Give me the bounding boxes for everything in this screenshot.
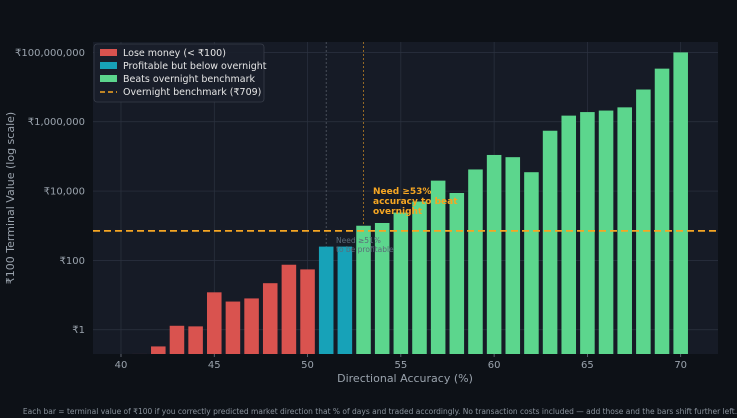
annotation-need-line1: Need ≥53% [373,187,431,197]
annotation-profitable-line2: to be profitable [336,245,394,254]
bar-57-beats [430,180,446,354]
bar-52-below [337,246,353,354]
annotation-profitable-line1: Need ≥51% [336,236,381,245]
y-tick-label: ₹1 [72,325,85,336]
bar-62-beats [524,172,539,354]
x-tick-label: 70 [674,360,687,371]
bar-49-loss [281,264,297,354]
bar-45-loss [206,292,222,354]
legend-label-below: Profitable but below overnight [123,61,267,72]
legend-swatch-loss [100,49,117,56]
legend: Lose money (< ₹100) Profitable but below… [93,43,267,103]
bar-50-loss [300,269,315,354]
bars [132,52,688,355]
y-tick-label: ₹10,000 [44,187,85,198]
bar-70-beats [673,52,688,355]
bar-53-beats [356,225,371,354]
legend-swatch-beats [100,75,117,82]
legend-swatch-below [100,62,117,69]
x-tick-label: 65 [581,360,594,371]
bar-47-loss [244,298,259,354]
bar-66-beats [598,110,614,354]
y-axis-label: ₹100 Terminal Value (log scale) [4,112,17,284]
legend-label-benchmark: Overnight benchmark (₹709) [123,87,261,98]
annotation-need-line2: accuracy to beat [373,197,458,207]
x-axis-label: Directional Accuracy (%) [337,372,473,385]
x-tick-label: 60 [488,360,501,371]
bar-69-beats [654,68,670,355]
x-ticks: 40 45 50 55 60 65 70 [115,354,687,371]
bar-65-beats [580,112,595,354]
bar-61-beats [505,157,521,354]
y-tick-label: ₹1,000,000 [28,117,85,128]
x-tick-label: 55 [394,360,407,371]
bar-54-beats [374,222,390,354]
bar-60-beats [486,154,502,354]
bar-46-loss [225,301,241,354]
x-tick-label: 40 [115,360,128,371]
bar-59-beats [468,169,483,354]
x-tick-label: 50 [301,360,314,371]
bar-44-loss [188,326,203,354]
legend-box [93,43,265,103]
y-ticks: ₹1 ₹100 ₹10,000 ₹1,000,000 ₹100,000,000 [15,48,85,336]
bar-64-beats [561,115,577,354]
footer-note: Each bar = terminal value of ₹100 if you… [23,407,737,416]
bar-56-beats [412,201,427,354]
bar-48-loss [262,283,278,354]
legend-label-loss: Lose money (< ₹100) [123,48,226,59]
y-tick-label: ₹100,000,000 [15,48,85,59]
bar-68-beats [636,89,651,354]
bar-51-below [318,246,334,354]
bar-55-beats [393,212,409,354]
bar-43-loss [169,325,185,354]
y-tick-label: ₹100 [60,256,85,267]
legend-label-beats: Beats overnight benchmark [123,74,255,85]
x-tick-label: 45 [208,360,221,371]
annotation-need-line3: overnight [373,207,423,217]
bar-58-beats [449,192,465,354]
bar-42-loss [151,346,166,354]
bar-63-beats [542,130,558,354]
